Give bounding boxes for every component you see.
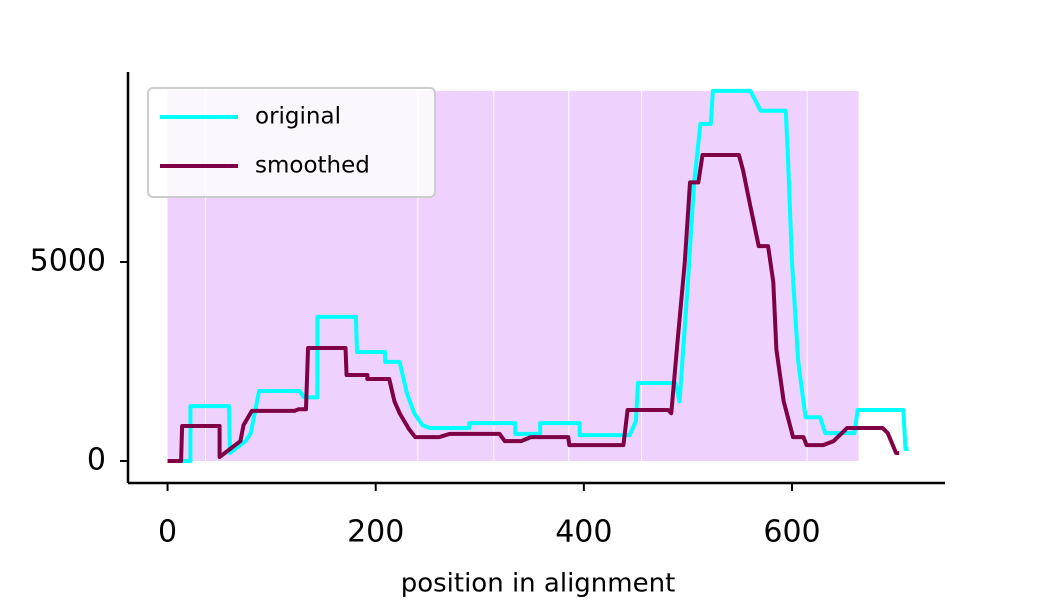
shaded-region (642, 90, 807, 461)
series-line (167, 152, 900, 463)
shaded-region (807, 90, 859, 461)
x-tick-label: 400 (555, 515, 612, 550)
legend-label: smoothed (255, 153, 370, 179)
x-tick-label: 600 (763, 515, 820, 550)
x-tick-label: 200 (347, 515, 404, 550)
series-line (167, 88, 909, 463)
shaded-region (569, 90, 642, 461)
x-axis-label: position in alignment (401, 569, 676, 599)
y-tick-label: 5000 (30, 243, 106, 278)
x-tick-label: 0 (158, 515, 177, 550)
y-tick-label: 0 (87, 442, 106, 477)
shaded-region (494, 90, 569, 461)
legend-label: original (255, 104, 341, 130)
